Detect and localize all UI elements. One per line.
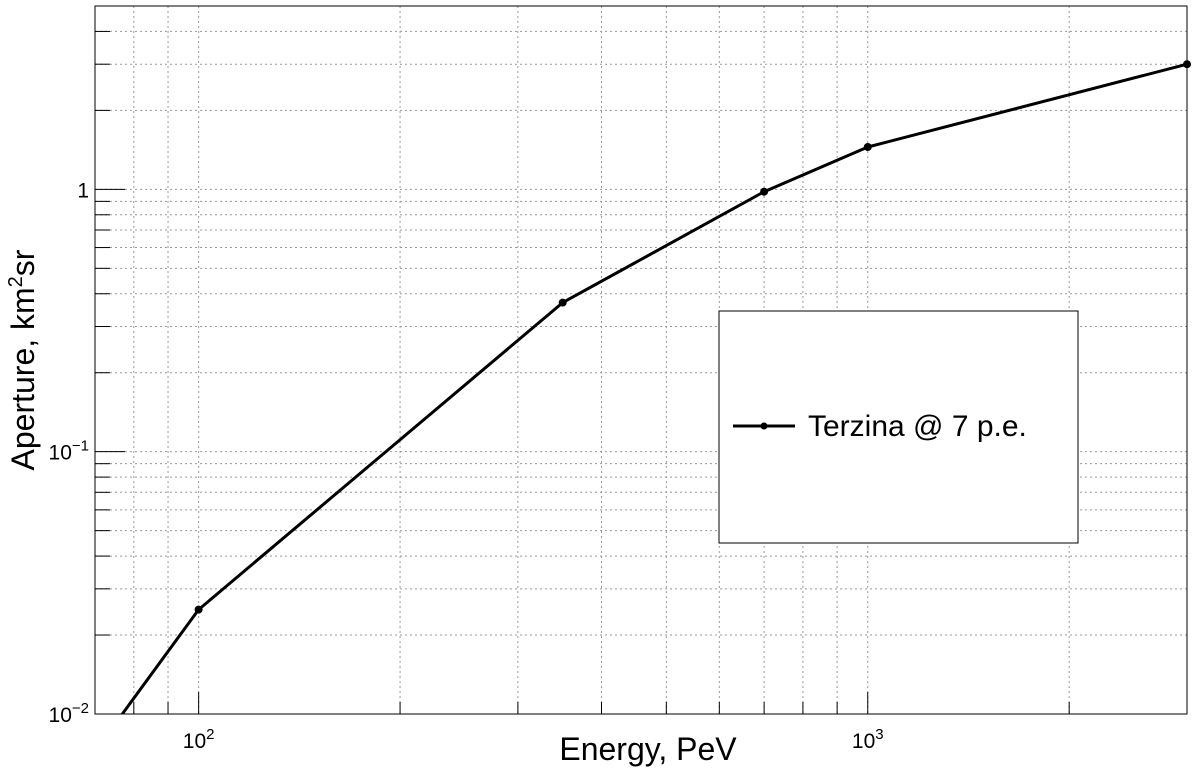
legend-marker-sample <box>760 422 768 430</box>
x-tick-label-exp: 3 <box>875 726 883 743</box>
y-tick-label-base: 10 <box>49 442 72 465</box>
data-point <box>1183 60 1191 69</box>
legend-label: Terzina @ 7 p.e. <box>808 410 1027 443</box>
y-axis-title-tail: sr <box>5 249 41 276</box>
x-tick-label-base: 10 <box>852 730 875 753</box>
points-layer <box>194 60 1191 614</box>
x-tick-label-base: 10 <box>183 730 206 753</box>
y-axis-title-main: Aperture, km <box>5 287 41 470</box>
series-layer <box>120 62 1187 714</box>
y-tick-label: 1 <box>77 179 89 202</box>
x-tick-label-exp: 2 <box>206 726 214 743</box>
y-tick-label-exp: −2 <box>72 700 89 717</box>
y-axis-title-sup: 2 <box>5 276 27 287</box>
y-tick-label-base: 10 <box>49 704 72 727</box>
data-point <box>863 143 872 151</box>
data-point <box>558 298 567 307</box>
x-tick-label: 103 <box>852 726 884 753</box>
x-tick-label: 102 <box>183 726 215 753</box>
series-line <box>120 62 1187 714</box>
data-point <box>194 605 203 614</box>
data-point <box>760 187 769 196</box>
axes <box>94 5 1188 715</box>
plot-frame <box>94 5 1188 715</box>
y-tick-label-exp: −1 <box>72 438 89 455</box>
y-tick-label: 10−2 <box>49 700 89 727</box>
legend: Terzina @ 7 p.e. <box>718 310 1079 544</box>
y-axis-title: Aperture, km2sr <box>5 249 41 470</box>
y-tick-label: 10−1 <box>49 438 89 465</box>
x-axis-title: Energy, PeV <box>559 731 737 767</box>
